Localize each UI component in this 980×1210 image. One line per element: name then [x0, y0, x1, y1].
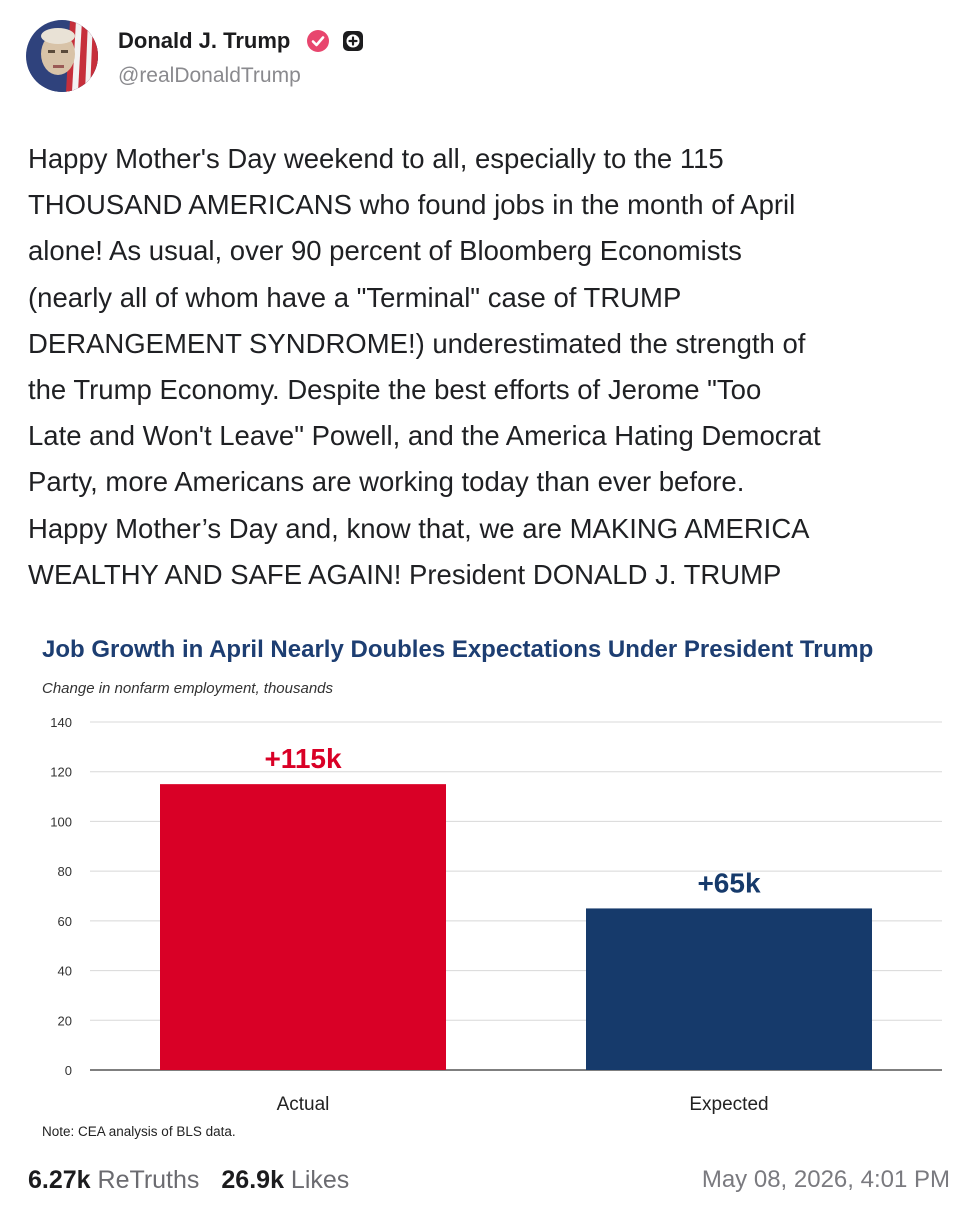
- verified-badge-icon: [307, 30, 329, 52]
- chart-note: Note: CEA analysis of BLS data.: [42, 1124, 236, 1139]
- chart-title: Job Growth in April Nearly Doubles Expec…: [42, 636, 874, 663]
- likes-label[interactable]: Likes: [290, 1166, 350, 1194]
- chart-image[interactable]: Job Growth in April Nearly Doubles Expec…: [28, 622, 958, 1152]
- bar-expected: [586, 908, 872, 1070]
- author-handle[interactable]: @realDonaldTrump: [118, 64, 301, 87]
- y-tick-label: 0: [65, 1063, 72, 1078]
- plus-badge-icon: [343, 31, 363, 51]
- y-tick-label: 120: [50, 765, 72, 780]
- retruths-label[interactable]: ReTruths: [97, 1166, 200, 1194]
- y-tick-label: 60: [58, 914, 72, 929]
- y-tick-label: 100: [50, 814, 72, 829]
- post-stats: 6.27k ReTruths 26.9k Likes: [28, 1166, 349, 1195]
- y-tick-label: 80: [58, 864, 72, 879]
- avatar-image: [26, 20, 98, 92]
- chart-subtitle: Change in nonfarm employment, thousands: [42, 680, 334, 697]
- y-tick-label: 40: [58, 964, 72, 979]
- data-label: +65k: [697, 867, 760, 898]
- y-tick-label: 20: [58, 1013, 72, 1028]
- x-tick-label: Actual: [277, 1094, 330, 1115]
- bar-actual: [160, 784, 446, 1070]
- post-text: Happy Mother's Day weekend to all, espec…: [28, 143, 821, 590]
- post-timestamp[interactable]: May 08, 2026, 4:01 PM: [701, 1166, 950, 1193]
- avatar[interactable]: [26, 20, 98, 92]
- post-header: Donald J. Trump @realDonaldTrump: [26, 18, 946, 98]
- x-tick-label: Expected: [689, 1094, 768, 1115]
- y-tick-label: 140: [50, 715, 72, 730]
- likes-count[interactable]: 26.9k: [221, 1166, 284, 1194]
- bar-chart: 0 20 40 60 80 100 120 140 +115k Actual +65k Expecte…: [50, 715, 942, 1115]
- retruths-count[interactable]: 6.27k: [28, 1166, 91, 1194]
- data-label: +115k: [264, 743, 342, 774]
- author-name[interactable]: Donald J. Trump: [118, 28, 291, 53]
